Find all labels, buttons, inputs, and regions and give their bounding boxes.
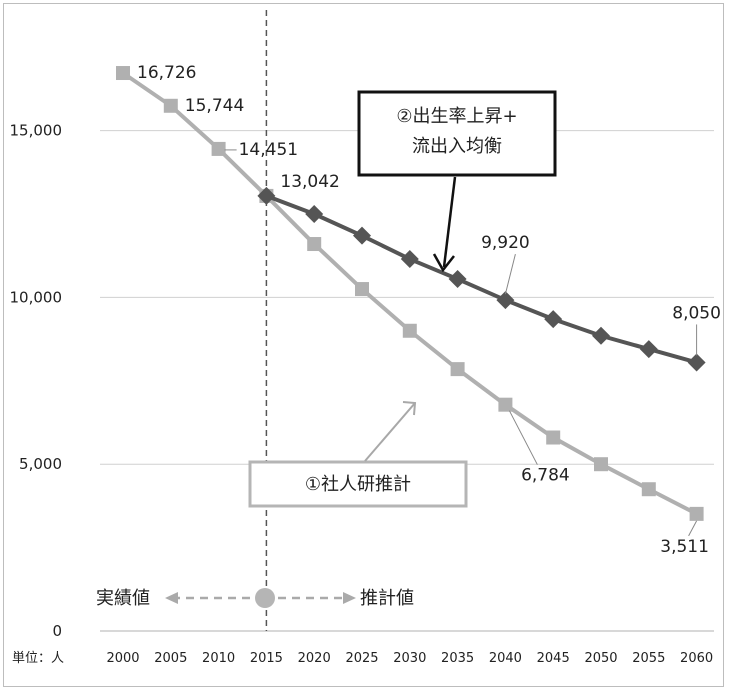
legend-2-box (357, 90, 557, 177)
legend-2: ②出生率上昇+ 流出入均衡 (357, 90, 557, 177)
x-tick-label: 2050 (584, 651, 617, 666)
series-1-point (211, 141, 226, 156)
chart-frame (3, 3, 724, 687)
leader-line (504, 253, 516, 295)
series-2-point (448, 270, 467, 289)
actual-arrowhead (165, 592, 178, 604)
x-tick-label: 2020 (298, 651, 331, 666)
series-1-point (307, 237, 322, 252)
x-tick-label: 2055 (632, 651, 665, 666)
legend-1-arrowhead (402, 401, 417, 416)
x-tick-label: 2000 (106, 651, 139, 666)
data-label: 6,784 (521, 466, 570, 486)
data-label: 16,726 (137, 63, 196, 83)
series-1-point (116, 66, 130, 81)
series-1-point (594, 457, 608, 472)
series-2-point (687, 353, 706, 372)
y-tick-label: 10,000 (10, 288, 63, 306)
leader-line (688, 520, 698, 537)
data-label: 8,050 (672, 303, 721, 323)
x-tick-label: 2040 (489, 651, 522, 666)
x-axis-ticks: 2000 2005 2010 2015 2020 2025 2030 2035 2040 2045… (106, 651, 713, 666)
legend-1: ①社人研推計 (248, 460, 468, 508)
series-2-point (592, 326, 610, 345)
legend-1-text: ①社人研推計 (305, 474, 411, 495)
series-2-point (544, 310, 563, 329)
series-2-point (496, 291, 515, 310)
leader-line (508, 410, 538, 465)
series-1-point (689, 506, 704, 521)
grid-lines (100, 130, 714, 632)
x-tick-label: 2030 (393, 651, 426, 666)
legend-2-arrow (442, 176, 457, 268)
y-axis-ticks: 0 5,000 10,000 15,000 (10, 122, 63, 640)
series-line-2 (265, 194, 698, 365)
legend-2-text-line1: ②出生率上昇+ (396, 106, 517, 127)
legend-1-box (248, 460, 468, 508)
legend-2-arrowhead (432, 253, 455, 273)
x-tick-label: 2005 (154, 651, 187, 666)
unit-label: 単位：人 (12, 650, 64, 666)
x-tick-label: 2045 (537, 651, 570, 666)
x-tick-label: 2060 (680, 651, 713, 666)
series-1-point (163, 98, 178, 113)
series-2-point (257, 186, 276, 205)
series-1-point (498, 397, 513, 412)
series-2-point (353, 226, 371, 245)
series-1-point (641, 482, 656, 497)
x-tick-label: 2025 (345, 651, 378, 666)
data-labels-layer: 16,726 15,744 14,451 13,042 9,920 8,050 6,784 3… (137, 63, 721, 557)
series-1-point (355, 282, 369, 297)
series-1-point (450, 362, 465, 377)
divider-marker (255, 588, 275, 608)
legend-1-arrow (364, 402, 416, 462)
projected-values-label: 推計値 (360, 588, 414, 609)
x-tick-label: 2010 (202, 651, 235, 666)
actual-values-label: 実績値 (96, 588, 150, 609)
y-tick-label: 15,000 (10, 122, 63, 140)
series-2-point (639, 340, 658, 359)
data-label: 13,042 (280, 172, 339, 192)
y-tick-label: 0 (52, 622, 62, 640)
x-tick-label: 2035 (441, 651, 474, 666)
data-label: 15,744 (185, 96, 244, 116)
series-1-point (546, 430, 561, 445)
data-label: 9,920 (481, 233, 530, 253)
series-2-point (305, 205, 324, 223)
data-label: 14,451 (239, 140, 298, 160)
series-1-point (402, 323, 417, 338)
series-2-point (400, 250, 419, 269)
data-label: 3,511 (660, 537, 709, 557)
projected-arrowhead (343, 592, 356, 604)
y-tick-label: 5,000 (19, 455, 62, 473)
x-tick-label: 2015 (250, 651, 283, 666)
series-layer (116, 66, 706, 521)
legend-2-text-line2: 流出入均衡 (412, 136, 502, 157)
